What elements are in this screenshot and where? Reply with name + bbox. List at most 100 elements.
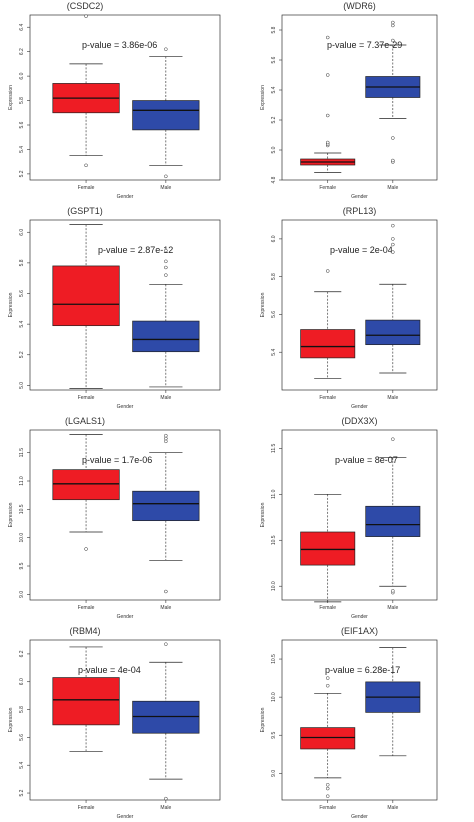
outlier-point xyxy=(164,273,168,277)
y-tick-label: 6.0 xyxy=(19,678,25,685)
p-value-annotation: p-value = 2e-04 xyxy=(330,245,393,255)
x-category-label: Female xyxy=(319,605,336,611)
y-tick-label: 6.0 xyxy=(271,235,277,242)
x-category-label: Male xyxy=(387,805,398,811)
outlier-point xyxy=(391,20,395,25)
outlier-point xyxy=(391,136,395,140)
y-tick-label: 5.2 xyxy=(19,170,25,177)
x-category-label: Female xyxy=(319,805,336,811)
y-tick-label: 10.0 xyxy=(19,533,25,543)
y-tick-label: 6.2 xyxy=(19,48,25,55)
male-box xyxy=(365,505,421,537)
x-category-label: Female xyxy=(78,395,95,401)
p-value-annotation: p-value = 1.7e-06 xyxy=(82,455,152,465)
y-tick-label: 6.0 xyxy=(19,229,25,236)
y-tick-label: 5.8 xyxy=(271,273,277,280)
y-axis-label: Expression xyxy=(260,85,266,110)
male-box xyxy=(132,490,200,522)
y-tick-label: 5.8 xyxy=(19,97,25,104)
y-tick-label: 5.6 xyxy=(19,121,25,128)
y-tick-label: 5.6 xyxy=(19,290,25,297)
outlier-point xyxy=(164,259,168,264)
y-tick-label: 11.0 xyxy=(271,489,277,499)
plot-frame xyxy=(29,429,221,601)
outlier-point xyxy=(391,237,395,241)
y-tick-label: 5.8 xyxy=(19,259,25,266)
y-axis-label: Expression xyxy=(8,85,14,110)
chart-title: (WDR6) xyxy=(343,1,376,11)
p-value-annotation: p-value = 6.28e-17 xyxy=(325,665,400,675)
y-tick-label: 10.0 xyxy=(271,581,277,591)
y-tick-label: 5.6 xyxy=(271,311,277,318)
y-tick-label: 10.5 xyxy=(271,535,277,545)
outlier-point xyxy=(391,223,395,228)
chart-panel: (RPL13) p-value = 2e-04 5.4 5.6 5.8 6.0 Expres… xyxy=(260,206,438,410)
male-box xyxy=(365,319,421,346)
chart-title: (LGALS1) xyxy=(65,416,105,426)
plot-frame xyxy=(29,219,221,391)
outlier-point xyxy=(164,589,168,594)
y-tick-label: 5.8 xyxy=(19,706,25,713)
y-tick-label: 5.6 xyxy=(271,56,277,63)
y-tick-label: 9.0 xyxy=(271,770,277,777)
outlier-point xyxy=(325,783,330,787)
y-tick-label: 10.5 xyxy=(19,504,25,514)
outlier-point xyxy=(325,73,330,77)
y-tick-label: 11.5 xyxy=(19,448,25,458)
x-category-label: Male xyxy=(160,395,171,401)
chart-title: (DDX3X) xyxy=(341,416,377,426)
p-value-annotation: p-value = 7.37e-29 xyxy=(327,40,402,50)
x-category-label: Female xyxy=(78,805,95,811)
x-axis-label: Gender xyxy=(117,814,134,820)
x-axis-label: Gender xyxy=(351,614,368,620)
y-tick-label: 5.2 xyxy=(19,351,25,358)
y-axis-label: Expression xyxy=(260,502,266,527)
x-category-label: Female xyxy=(78,605,95,611)
y-tick-label: 6.0 xyxy=(19,72,25,79)
p-value-annotation: p-value = 4e-04 xyxy=(78,665,141,675)
y-tick-label: 5.2 xyxy=(271,116,277,123)
chart-title: (CSDC2) xyxy=(67,1,104,11)
chart-panel: (LGALS1) p-value = 1.7e-06 9.0 9.5 10.0 10.5 1… xyxy=(8,416,221,620)
y-tick-label: 11.0 xyxy=(19,476,25,486)
outlier-point xyxy=(164,796,168,801)
y-tick-label: 5.6 xyxy=(19,734,25,741)
y-axis-label: Expression xyxy=(260,292,266,317)
male-box xyxy=(132,320,200,353)
female-box xyxy=(52,677,120,726)
outlier-point xyxy=(164,248,168,253)
outlier-point xyxy=(325,113,330,118)
female-box xyxy=(300,727,356,750)
x-category-label: Male xyxy=(387,185,398,191)
plot-frame xyxy=(29,14,221,181)
y-tick-label: 10.5 xyxy=(271,654,277,664)
y-axis-label: Expression xyxy=(8,707,14,732)
x-category-label: Female xyxy=(319,185,336,191)
outlier-point xyxy=(391,23,395,28)
p-value-annotation: p-value = 8e-07 xyxy=(335,455,398,465)
female-box xyxy=(300,329,356,359)
x-category-label: Male xyxy=(160,805,171,811)
y-tick-label: 5.4 xyxy=(19,146,25,153)
outlier-point xyxy=(325,786,330,791)
outlier-point xyxy=(164,642,168,646)
chart-panel: (DDX3X) p-value = 8e-07 10.0 10.5 11.0 11.5 Ex… xyxy=(260,416,438,620)
outlier-point xyxy=(325,794,330,798)
x-category-label: Male xyxy=(387,605,398,611)
y-axis-label: Expression xyxy=(8,292,14,317)
y-tick-label: 5.4 xyxy=(271,349,277,356)
outlier-point xyxy=(325,140,330,145)
y-tick-label: 6.4 xyxy=(19,24,25,31)
outlier-point xyxy=(391,38,395,43)
male-box xyxy=(132,700,200,734)
x-axis-label: Gender xyxy=(351,814,368,820)
x-axis-label: Gender xyxy=(117,614,134,620)
outlier-point xyxy=(325,35,330,40)
x-category-label: Female xyxy=(78,185,95,191)
outlier-point xyxy=(84,14,88,18)
outlier-point xyxy=(84,163,88,168)
p-value-annotation: p-value = 2.87e-12 xyxy=(98,245,173,255)
chart-title: (RBM4) xyxy=(70,626,101,636)
chart-panel: (RBM4) p-value = 4e-04 5.2 5.4 5.6 5.8 6.0 6.2 E… xyxy=(8,626,221,820)
plot-frame xyxy=(281,14,438,181)
